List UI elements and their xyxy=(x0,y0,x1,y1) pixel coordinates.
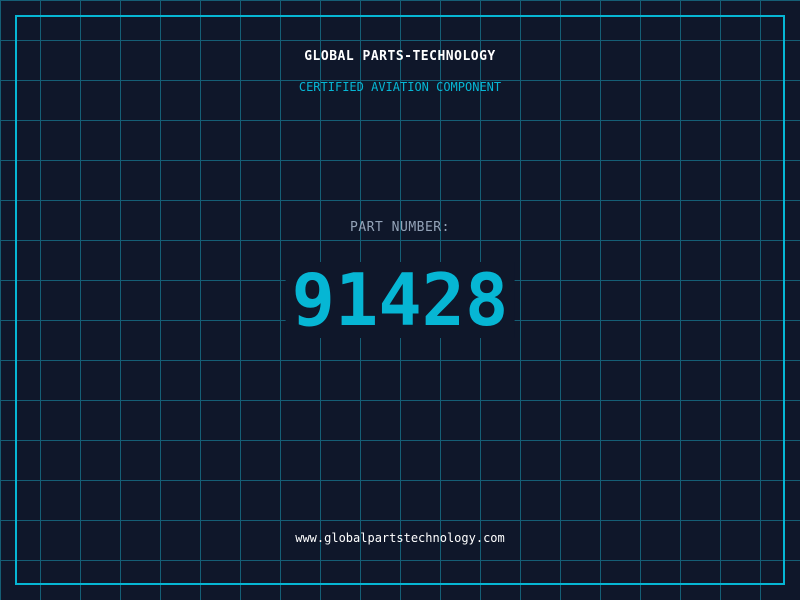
website-url: www.globalpartstechnology.com xyxy=(295,531,505,545)
part-number-value: 91428 xyxy=(285,262,515,338)
border-frame xyxy=(15,15,785,585)
part-number-label: PART NUMBER: xyxy=(350,220,450,235)
brand-title: GLOBAL PARTS-TECHNOLOGY xyxy=(304,49,496,64)
brand-subtitle: CERTIFIED AVIATION COMPONENT xyxy=(298,80,502,94)
